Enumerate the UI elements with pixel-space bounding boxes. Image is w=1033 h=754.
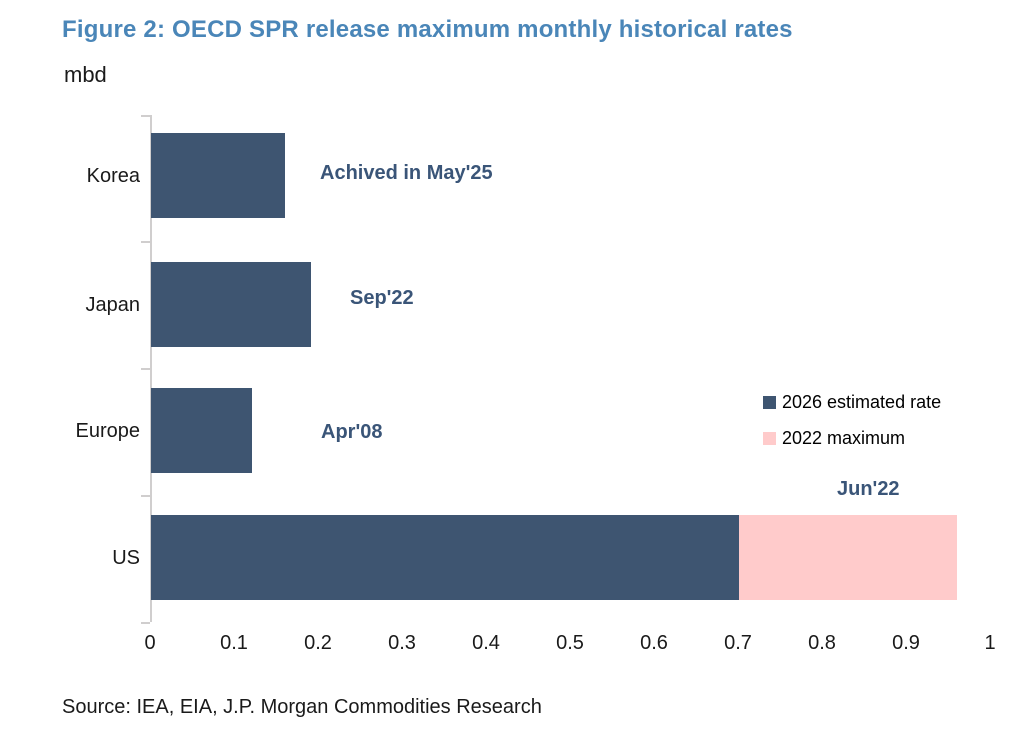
category-axis-tick bbox=[141, 622, 150, 624]
figure-title: Figure 2: OECD SPR release maximum month… bbox=[62, 16, 793, 43]
legend-swatch-icon bbox=[763, 431, 776, 445]
annotation-europe: Apr'08 bbox=[321, 421, 383, 443]
bar-us-estimated-rate bbox=[151, 515, 739, 600]
category-axis-tick bbox=[141, 115, 150, 117]
bar-korea-estimated-rate bbox=[151, 133, 285, 218]
legend-item-2022-maximum: 2022 maximum bbox=[763, 427, 941, 449]
category-label-europe: Europe bbox=[75, 419, 141, 442]
source-note: Source: IEA, EIA, J.P. Morgan Commoditie… bbox=[62, 696, 542, 718]
category-axis-tick bbox=[141, 495, 150, 497]
annotation-korea: Achived in May'25 bbox=[320, 162, 493, 184]
legend-label: 2026 estimated rate bbox=[782, 391, 942, 412]
bar-europe-estimated-rate bbox=[151, 388, 252, 473]
category-axis-tick bbox=[141, 368, 150, 370]
x-tick-label-0.6: 0.6 bbox=[640, 632, 668, 654]
category-axis-line bbox=[150, 115, 152, 622]
legend: 2026 estimated rate 2022 maximum bbox=[763, 391, 941, 463]
bar-us-2022-maximum bbox=[739, 515, 957, 600]
x-tick-label-0: 0 bbox=[144, 632, 156, 654]
legend-label: 2022 maximum bbox=[782, 427, 906, 448]
category-label-us: US bbox=[112, 546, 140, 569]
x-tick-label-0.5: 0.5 bbox=[556, 632, 584, 654]
annotation-japan: Sep'22 bbox=[350, 287, 414, 309]
bar-japan-estimated-rate bbox=[151, 262, 311, 347]
x-tick-label-0.7: 0.7 bbox=[724, 632, 752, 654]
x-tick-label-0.8: 0.8 bbox=[808, 632, 836, 654]
x-tick-label-0.9: 0.9 bbox=[892, 632, 920, 654]
legend-swatch-icon bbox=[763, 395, 776, 409]
category-label-korea: Korea bbox=[86, 164, 140, 187]
legend-item-estimated-rate: 2026 estimated rate bbox=[763, 391, 941, 413]
y-axis-unit-label: mbd bbox=[64, 62, 107, 87]
annotation-us: Jun'22 bbox=[837, 478, 900, 500]
x-tick-label-0.3: 0.3 bbox=[388, 632, 416, 654]
x-tick-label-0.2: 0.2 bbox=[304, 632, 332, 654]
x-tick-label-1: 1 bbox=[984, 632, 996, 654]
x-tick-label-0.1: 0.1 bbox=[220, 632, 248, 654]
category-label-japan: Japan bbox=[85, 293, 141, 316]
category-axis-tick bbox=[141, 241, 150, 243]
x-tick-label-0.4: 0.4 bbox=[472, 632, 500, 654]
